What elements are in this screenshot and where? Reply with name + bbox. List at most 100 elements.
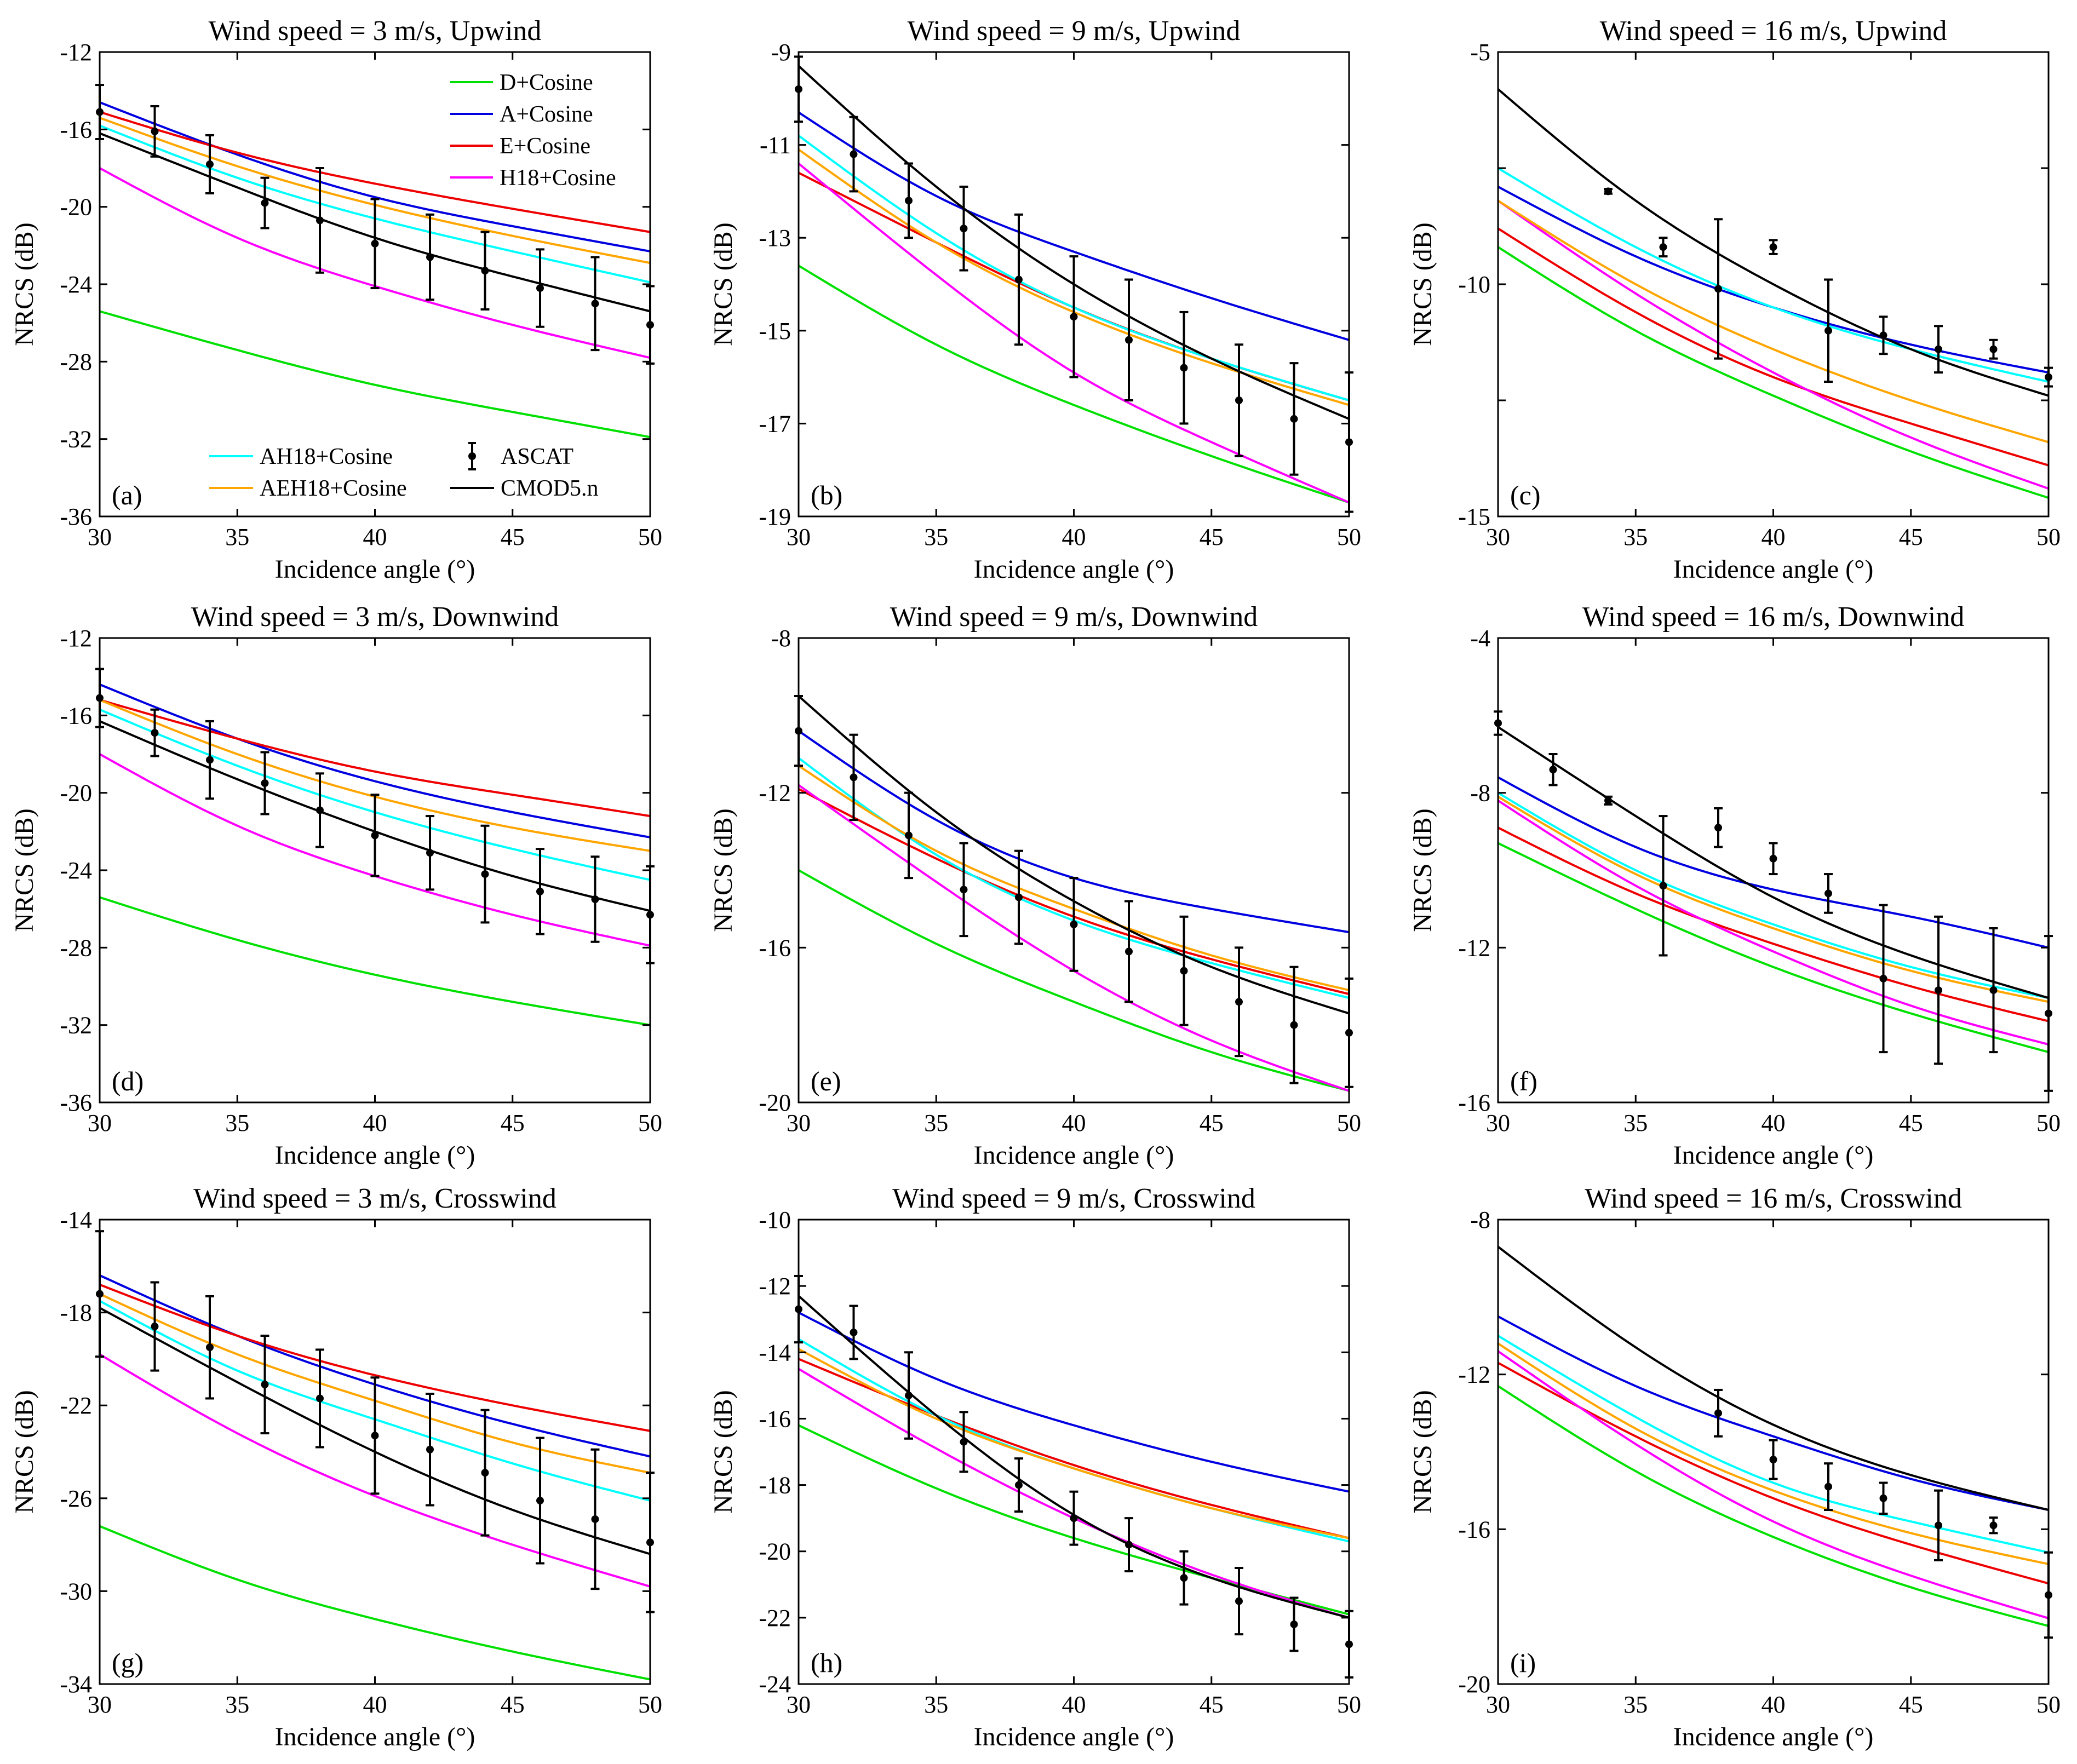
y-tick-label: -32 (60, 1012, 92, 1039)
y-tick-label: -17 (759, 410, 791, 437)
y-tick-label: -10 (1458, 271, 1490, 298)
ascat-marker (960, 225, 968, 233)
ascat-point (1879, 315, 1888, 355)
ascat-point (1014, 213, 1023, 346)
chart-title: Wind speed = 3 m/s, Crosswind (193, 1183, 556, 1214)
ascat-point (590, 1448, 600, 1590)
panel-c: Wind speed = 16 m/s, Upwind 30 35 40 45 50 -15… (1408, 15, 2061, 584)
y-tick-label: -16 (60, 702, 92, 729)
x-tick-label: 50 (638, 1110, 662, 1136)
ascat-marker (850, 1328, 858, 1336)
ascat-point (260, 1335, 269, 1435)
ascat-point (849, 116, 858, 193)
ascat-marker (591, 1515, 599, 1523)
ascat-marker (426, 849, 434, 857)
y-axis-label: NRCS (dB) (1408, 222, 1437, 346)
y-tick-label: -18 (60, 1300, 92, 1326)
ascat-point (1289, 362, 1299, 476)
ascat-point (536, 1437, 544, 1565)
ascat-errorbars (95, 1230, 655, 1613)
y-tick-label: -20 (1458, 1671, 1490, 1698)
ascat-point (150, 1281, 159, 1372)
ascat-marker (1879, 331, 1887, 340)
ascat-marker (1769, 243, 1777, 251)
x-tick-label: 35 (1623, 1110, 1648, 1136)
ascat-marker (905, 1392, 913, 1400)
series-line-ah18-cosine (1498, 167, 2049, 383)
x-axis-label: Incidence angle (°) (974, 1722, 1174, 1751)
ascat-point (1179, 311, 1189, 425)
series-line-cmod5-n (1498, 88, 2049, 397)
x-tick-label: 30 (787, 1691, 811, 1718)
panel-label: (g) (112, 1647, 144, 1678)
y-tick-label: -14 (759, 1339, 791, 1366)
series-line-a-cosine (100, 683, 650, 838)
ascat-point (1235, 1567, 1243, 1636)
series-group (1498, 1245, 2049, 1627)
y-tick-label: -13 (759, 225, 791, 251)
y-tick-label: -16 (60, 116, 92, 143)
series-line-h18-cosine (100, 1353, 650, 1588)
panel-label: (a) (112, 480, 142, 510)
ascat-marker (1879, 1494, 1887, 1502)
series-line-a-cosine (1498, 1315, 2049, 1511)
ascat-point (1069, 255, 1078, 378)
ascat-marker (1015, 893, 1023, 901)
series-line-cmod5-n (1498, 726, 2049, 999)
series-line-d-cosine (799, 869, 1349, 1092)
y-tick-label: -36 (60, 1089, 92, 1116)
ascat-point (205, 720, 214, 800)
ascat-marker (905, 197, 913, 205)
ascat-point (426, 1393, 434, 1507)
ascat-marker (481, 267, 489, 275)
ascat-marker (481, 870, 489, 878)
ascat-point (1604, 187, 1613, 196)
ascat-point (1604, 795, 1613, 806)
series-line-a-cosine (100, 101, 650, 252)
series-line-aeh18-cosine (1498, 199, 2049, 444)
x-tick-label: 40 (1062, 1110, 1086, 1136)
ascat-point (849, 1305, 858, 1360)
ascat-point (1069, 1490, 1078, 1546)
series-line-ah18-cosine (1498, 1335, 2049, 1554)
ascat-marker (591, 895, 599, 903)
series-line-a-cosine (799, 1311, 1349, 1493)
ascat-point (1235, 343, 1243, 457)
ascat-marker (1879, 974, 1887, 982)
y-axis-label: NRCS (dB) (709, 808, 738, 932)
series-line-e-cosine (1498, 227, 2049, 467)
ascat-point (480, 1409, 490, 1537)
legend-entry: H18+Cosine (500, 165, 616, 191)
y-axis-label: NRCS (dB) (709, 222, 738, 346)
series-group (799, 1295, 1349, 1619)
ascat-point (1824, 1462, 1833, 1511)
ascat-marker (206, 756, 214, 764)
y-tick-label: -32 (60, 426, 92, 453)
panel-label: (b) (811, 480, 842, 510)
ascat-marker (1769, 854, 1777, 863)
x-tick-label: 45 (501, 1110, 525, 1136)
x-tick-label: 50 (2036, 1110, 2061, 1136)
panel-label: (i) (1510, 1647, 1536, 1678)
ascat-marker (426, 1445, 434, 1453)
x-axis-label: Incidence angle (°) (1673, 555, 1874, 584)
y-tick-label: -20 (60, 194, 92, 221)
x-tick-label: 45 (501, 524, 525, 550)
ascat-point (260, 176, 269, 229)
ascat-point (1714, 1388, 1723, 1438)
panel-h: Wind speed = 9 m/s, Crosswind 30 35 40 45 50 -… (709, 1183, 1361, 1751)
x-axis-label: Incidence angle (°) (974, 555, 1174, 584)
ascat-errorbars (794, 1274, 1353, 1679)
chart-title: Wind speed = 16 m/s, Downwind (1582, 601, 1964, 633)
ascat-marker (1659, 882, 1667, 890)
ascat-marker (1180, 1574, 1188, 1582)
ascat-errorbars (1494, 710, 2053, 1092)
ascat-marker (316, 806, 324, 814)
y-tick-label: -19 (759, 503, 791, 530)
ascat-point (1934, 1489, 1943, 1561)
ascat-marker (1290, 1620, 1298, 1628)
x-tick-label: 50 (2036, 524, 2061, 550)
ascat-marker (1935, 1521, 1942, 1530)
ascat-point (370, 1376, 380, 1495)
ascat-marker (1235, 998, 1243, 1006)
